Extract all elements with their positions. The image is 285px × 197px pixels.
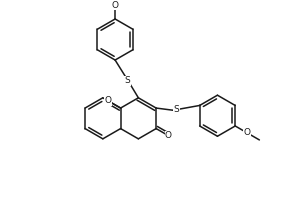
Text: O: O (244, 128, 251, 137)
Text: O: O (105, 97, 112, 105)
Text: O: O (165, 131, 172, 140)
Text: S: S (125, 76, 130, 85)
Text: O: O (112, 1, 119, 10)
Text: S: S (174, 105, 179, 114)
